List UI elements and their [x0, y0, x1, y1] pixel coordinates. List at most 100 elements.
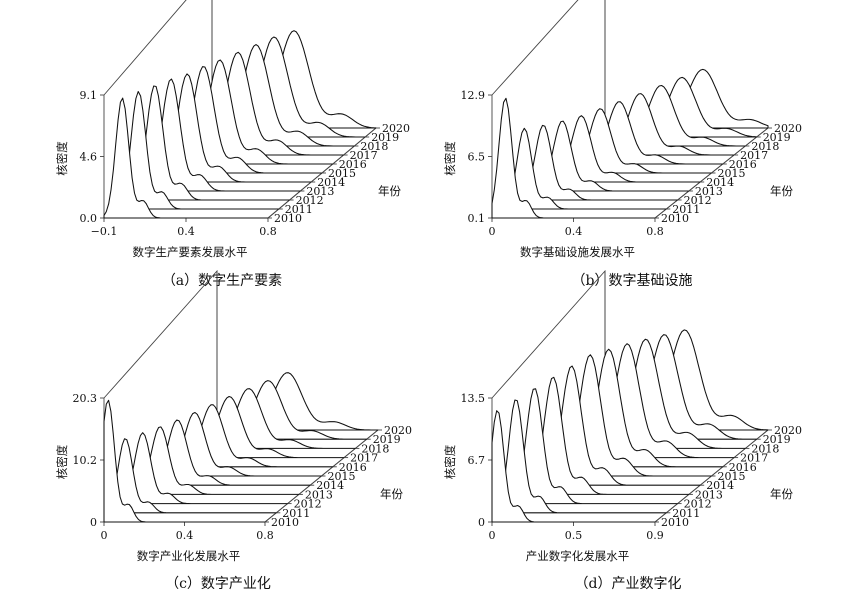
- density-curve-2010: [103, 399, 266, 523]
- year-label: 2011: [282, 507, 310, 520]
- x-tick-label: 0.5: [565, 529, 583, 542]
- y-tick-label: 12.9: [461, 89, 486, 102]
- year-label: 2017: [740, 149, 768, 162]
- x-tick-label: 0.8: [646, 225, 664, 238]
- year-label: 2016: [729, 461, 757, 474]
- year-label: 2016: [339, 158, 367, 171]
- year-label: 2012: [684, 194, 712, 207]
- y-axis-label: 核密度: [443, 444, 457, 479]
- density-curve-2011: [114, 438, 277, 514]
- y-tick-label: 0.0: [80, 212, 98, 225]
- y-tick-label: 9.1: [80, 89, 98, 102]
- density-curve-2010: [491, 410, 656, 523]
- year-label: 2015: [328, 167, 356, 180]
- year-label: 2013: [695, 488, 723, 501]
- panel-caption: （a）数字生产要素: [162, 273, 282, 289]
- y-tick-label: 4.6: [80, 151, 98, 164]
- year-label: 2017: [740, 452, 768, 465]
- year-label: 2013: [306, 185, 334, 198]
- x-tick-label: 0.8: [259, 225, 277, 238]
- year-label: 2020: [774, 424, 802, 437]
- year-label: 2018: [361, 442, 389, 455]
- y-tick-label: 10.2: [73, 454, 98, 467]
- year-label: 2015: [718, 470, 746, 483]
- panel-a: 0.04.69.1−0.1 0.4 0.8202020192018201720162…: [55, 0, 410, 289]
- density-curve-2012: [514, 124, 679, 201]
- year-label: 2010: [661, 516, 689, 529]
- x-axis-label: 数字基础设施发展水平: [520, 245, 635, 259]
- density-curve-2015: [159, 411, 323, 477]
- y-tick-label: 0: [90, 516, 97, 529]
- year-label: 2019: [371, 131, 399, 144]
- year-label: 2011: [672, 507, 700, 520]
- year-label: 2014: [706, 176, 734, 189]
- x-tick-label: 0: [489, 529, 496, 542]
- density-curve-2014: [148, 419, 311, 486]
- year-label: 2017: [350, 452, 378, 465]
- year-label: 2017: [350, 149, 378, 162]
- panel-c: 0 10.2 20.3 0 0.4 0.8 202020192018201720162015…: [55, 269, 412, 592]
- year-label: 2012: [296, 194, 324, 207]
- y-tick-label: 6.7: [468, 454, 486, 467]
- year-label: 2020: [384, 424, 412, 437]
- panel-caption: （c）数字产业化: [165, 576, 271, 592]
- year-axis-label: 年份: [380, 487, 403, 501]
- year-axis-label: 年份: [770, 487, 793, 501]
- x-axis-label: 产业数字化发展水平: [526, 549, 630, 563]
- year-label: 2014: [317, 176, 345, 189]
- y-tick-label: 20.3: [73, 392, 98, 405]
- year-label: 2019: [373, 433, 401, 446]
- y-axis-label: 核密度: [55, 141, 69, 176]
- x-tick-label: 0.8: [256, 529, 274, 542]
- year-label: 2018: [751, 442, 779, 455]
- density-curve-2011: [502, 399, 667, 514]
- density-curve-2012: [125, 85, 291, 201]
- x-tick-label: 0: [489, 225, 496, 238]
- x-tick-label: 0: [101, 529, 108, 542]
- year-label: 2011: [672, 203, 700, 216]
- panel-caption: （b）数字基础设施: [572, 272, 693, 289]
- y-axis-label: 核密度: [443, 141, 457, 176]
- density-curve-2013: [135, 78, 301, 192]
- year-label: 2020: [382, 122, 410, 135]
- x-axis-label: 数字生产要素发展水平: [133, 245, 248, 259]
- panel-b: 0.16.512.90 0.4 0.820202019201820172016201…: [443, 0, 802, 289]
- x-tick-label: 0.9: [646, 529, 664, 542]
- year-label: 2015: [718, 167, 746, 180]
- year-label: 2016: [339, 461, 367, 474]
- year-label: 2013: [305, 488, 333, 501]
- density-curve-2010: [103, 97, 269, 219]
- year-label: 2019: [763, 131, 791, 144]
- year-label: 2012: [684, 498, 712, 511]
- density-curve-2014: [536, 365, 701, 486]
- x-tick-label: 0.4: [565, 225, 583, 238]
- panel-d: 06.713.50 0.5 0.92020201920182017201620152…: [443, 269, 802, 592]
- year-label: 2014: [706, 479, 734, 492]
- x-tick-label: 0.4: [177, 225, 195, 238]
- year-label: 2015: [328, 470, 356, 483]
- year-label: 2010: [661, 212, 689, 225]
- density-curve-2010: [491, 97, 656, 219]
- y-tick-label: 6.5: [468, 151, 486, 164]
- year-label: 2018: [360, 140, 388, 153]
- year-label: 2019: [763, 433, 791, 446]
- y-axis-label: 核密度: [55, 444, 69, 479]
- density-curve-2013: [525, 120, 690, 192]
- year-label: 2014: [316, 479, 344, 492]
- year-label: 2011: [285, 203, 313, 216]
- density-curve-2012: [126, 432, 289, 505]
- x-axis-label: 数字产业化发展水平: [137, 549, 241, 563]
- year-label: 2018: [751, 140, 779, 153]
- year-axis-label: 年份: [378, 184, 401, 198]
- year-label: 2010: [271, 516, 299, 529]
- density-curve-2013: [525, 376, 690, 495]
- year-label: 2012: [294, 498, 322, 511]
- y-tick-label: 0: [478, 516, 485, 529]
- y-tick-label: 0.1: [468, 212, 486, 225]
- panel-caption: （d）产业数字化: [575, 576, 682, 592]
- x-tick-label: −0.1: [91, 225, 118, 238]
- year-axis-label: 年份: [770, 184, 793, 198]
- year-label: 2013: [695, 185, 723, 198]
- y-tick-label: 13.5: [461, 392, 486, 405]
